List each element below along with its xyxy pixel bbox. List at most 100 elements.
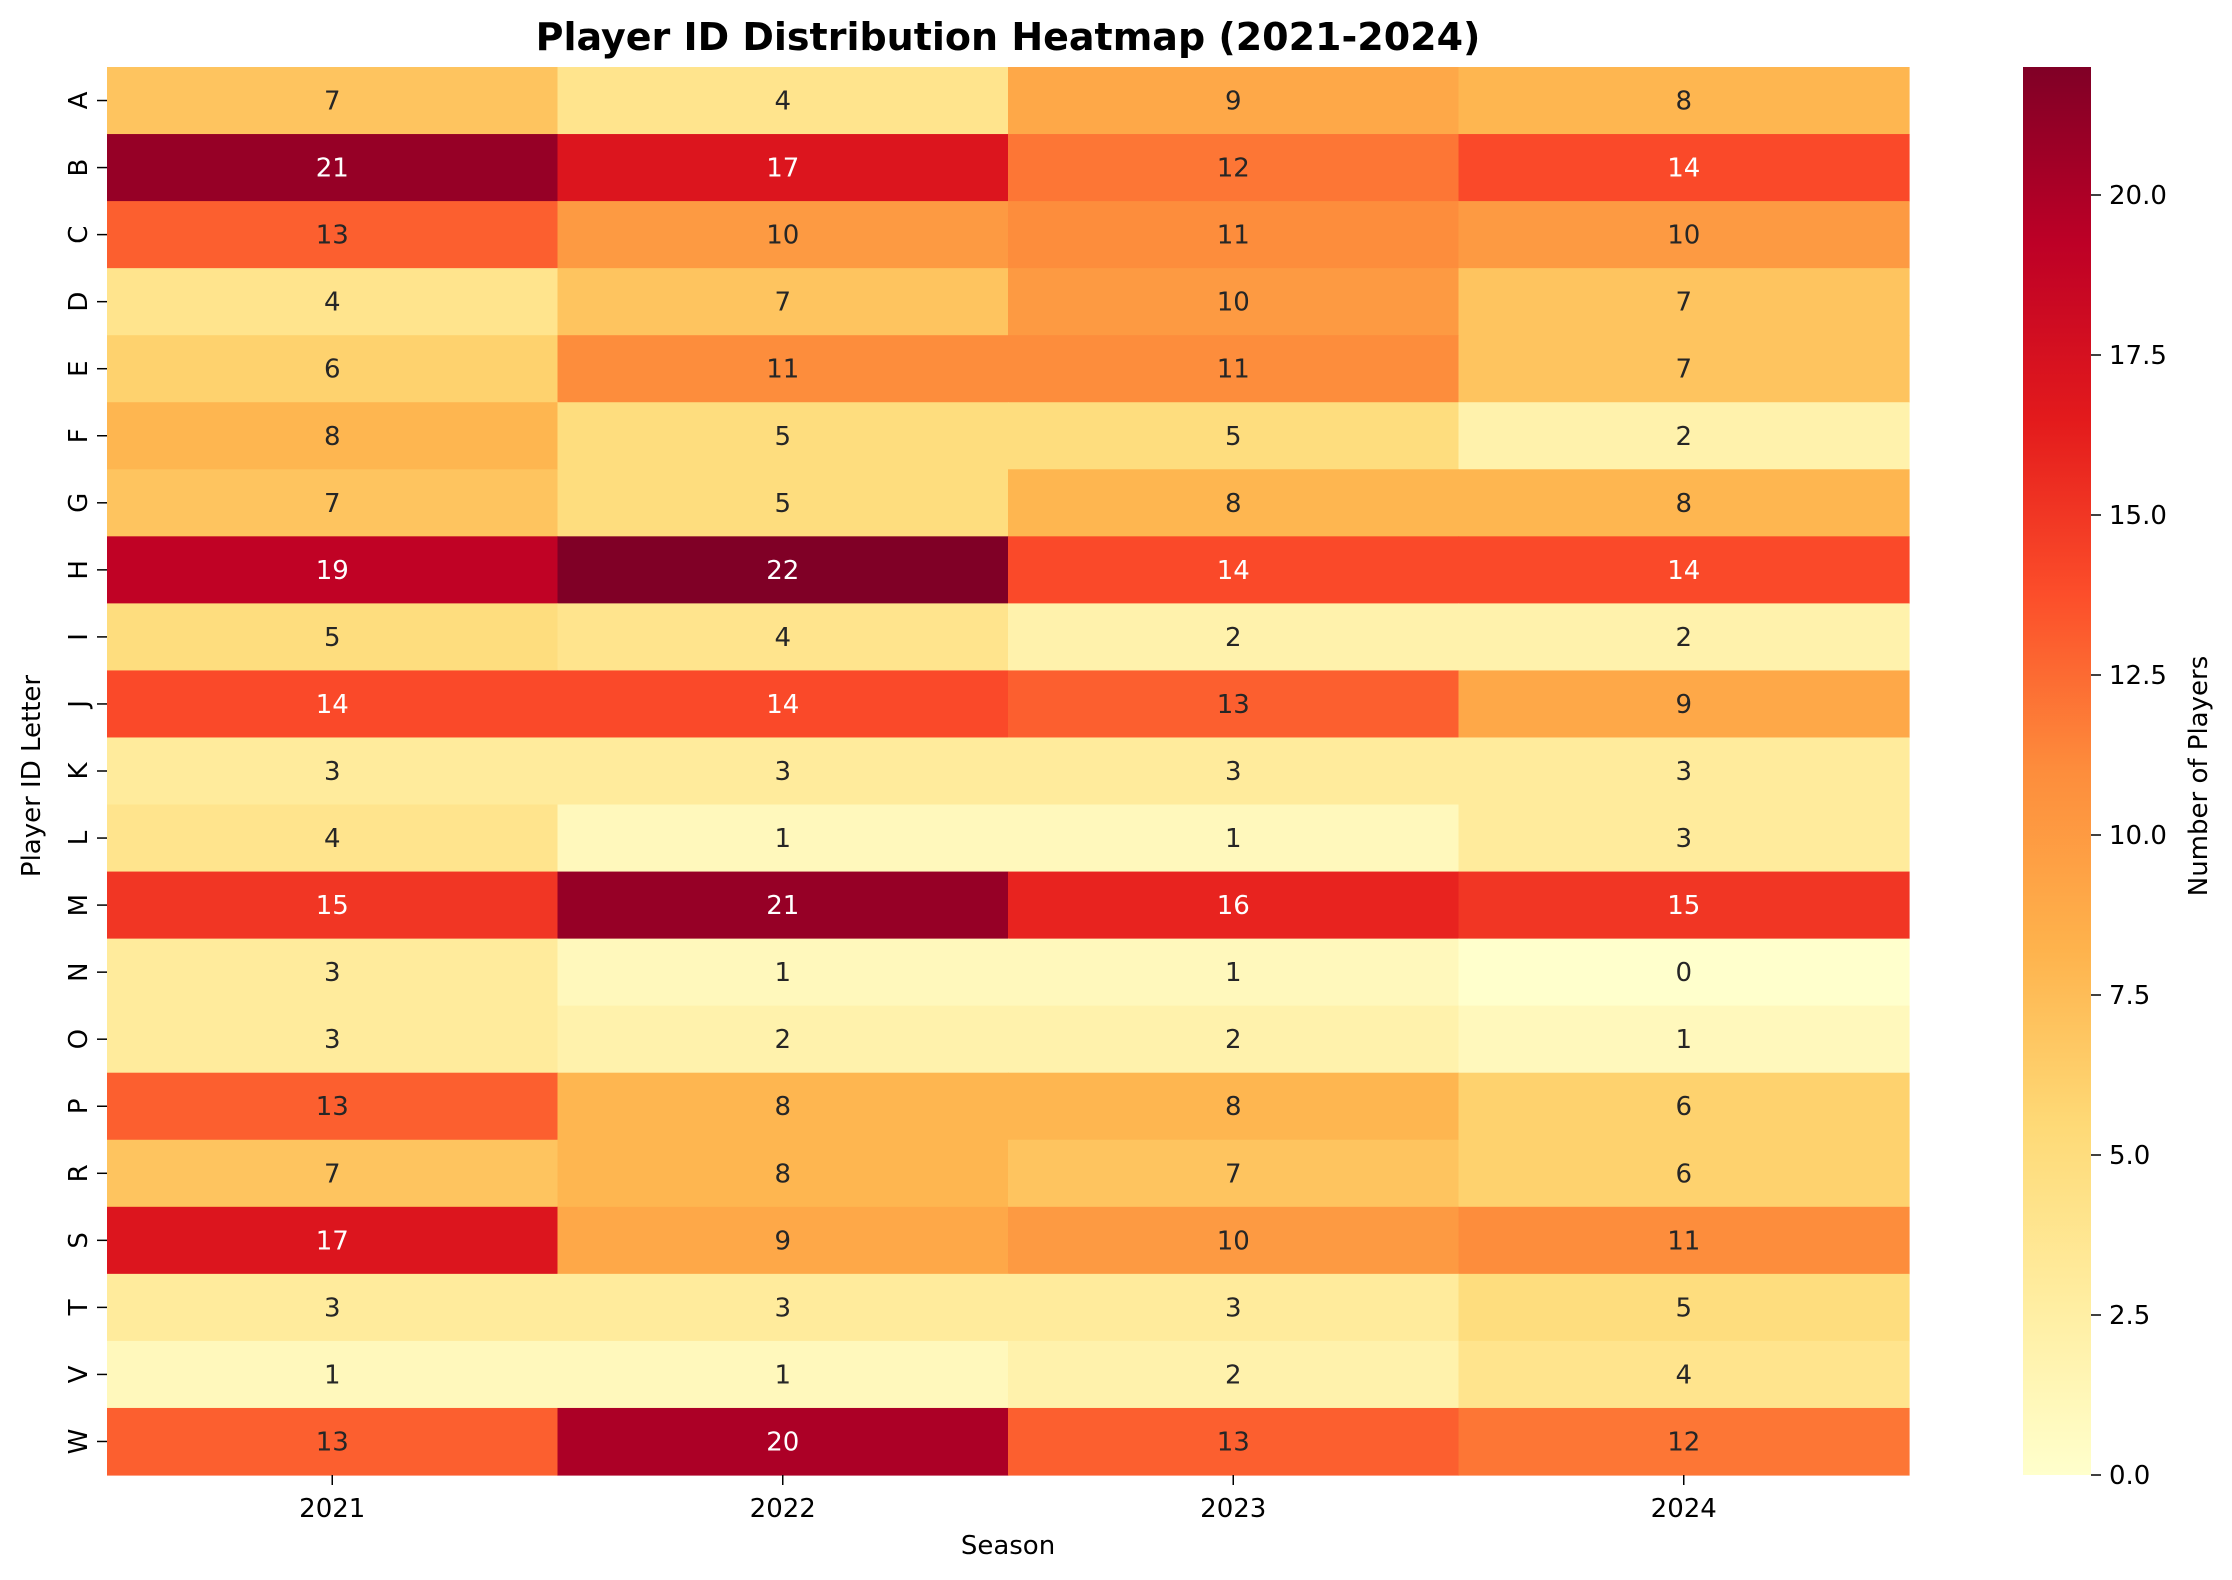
y-tick-label: G	[64, 493, 94, 513]
x-tick-label: 2023	[1200, 1494, 1266, 1524]
heatmap-cell	[1008, 670, 1460, 739]
cell-value-label: 13	[316, 1427, 349, 1457]
cell-value-label: 1	[324, 1360, 341, 1390]
heatmap-cell	[557, 737, 1009, 806]
cell-value-label: 11	[1217, 355, 1250, 385]
heatmap-cell	[1458, 67, 1910, 135]
heatmap-cell	[107, 603, 559, 672]
colorbar-tick-label: 5.0	[2109, 1141, 2150, 1171]
heatmap-cell	[1008, 335, 1460, 403]
heatmap-cell	[1008, 938, 1460, 1007]
heatmap-cell	[107, 402, 559, 470]
cell-value-label: 8	[1225, 1092, 1242, 1122]
cell-value-label: 3	[324, 1025, 341, 1055]
cell-value-label: 3	[1225, 1293, 1242, 1323]
cell-value-label: 8	[324, 422, 341, 452]
cell-value-label: 8	[774, 1092, 791, 1122]
colorbar-tick-label: 20.0	[2109, 181, 2167, 211]
cell-value-label: 0	[1675, 958, 1692, 988]
cell-value-label: 17	[316, 1226, 349, 1256]
cell-value-label: 10	[766, 221, 799, 251]
heatmap-cell	[557, 134, 1009, 202]
heatmap-cell	[557, 268, 1009, 336]
y-tick-label: C	[64, 226, 94, 244]
cell-value-label: 13	[1217, 690, 1250, 720]
cell-value-label: 1	[1225, 824, 1242, 854]
cell-value-label: 8	[774, 1159, 791, 1189]
cell-value-label: 7	[1675, 355, 1692, 385]
heatmap-cell	[107, 536, 559, 604]
heatmap-cell	[557, 804, 1009, 873]
heatmap-cell	[1458, 804, 1910, 873]
heatmap-cell	[1008, 737, 1460, 806]
cell-value-label: 7	[324, 489, 341, 519]
cell-value-label: 13	[1217, 1427, 1250, 1457]
heatmap-cell	[1458, 871, 1910, 940]
heatmap-cell	[107, 804, 559, 873]
y-axis-label: Player ID Letter	[17, 675, 47, 878]
heatmap-cell	[107, 737, 559, 806]
cell-value-label: 9	[1675, 690, 1692, 720]
y-tick-label: T	[64, 1299, 94, 1316]
y-tick-label: R	[64, 1164, 94, 1182]
x-tick-label: 2022	[750, 1494, 816, 1524]
heatmap-cell	[1008, 804, 1460, 873]
cell-value-label: 21	[766, 891, 799, 921]
cell-value-label: 5	[1675, 1293, 1692, 1323]
heatmap-cell	[1458, 1206, 1910, 1275]
colorbar-tick-label: 15.0	[2109, 501, 2167, 531]
heatmap-cell	[557, 1206, 1009, 1275]
y-tick-label: M	[64, 894, 94, 916]
cell-value-label: 20	[766, 1427, 799, 1457]
heatmap-cell	[1458, 670, 1910, 739]
cell-value-label: 6	[324, 355, 341, 385]
heatmap-cell	[107, 1005, 559, 1074]
heatmap-cell	[1458, 1072, 1910, 1141]
cell-value-label: 13	[316, 1092, 349, 1122]
cell-value-label: 8	[1225, 489, 1242, 519]
y-tick-label: J	[64, 700, 94, 710]
heatmap-cell	[107, 1072, 559, 1141]
cell-value-label: 4	[324, 824, 341, 854]
cell-value-label: 2	[1675, 623, 1692, 653]
cell-value-label: 5	[774, 489, 791, 519]
cell-value-label: 8	[1675, 489, 1692, 519]
heatmap-cell	[1008, 536, 1460, 604]
colorbar-tick-label: 12.5	[2109, 661, 2167, 691]
colorbar-label: Number of Players	[2184, 656, 2214, 897]
heatmap-cell	[1458, 402, 1910, 470]
heatmap-cell	[1458, 536, 1910, 604]
cell-value-label: 4	[774, 623, 791, 653]
cell-value-label: 1	[774, 958, 791, 988]
cell-value-label: 12	[1217, 154, 1250, 184]
heatmap-cell	[107, 335, 559, 403]
heatmap-cell	[1458, 603, 1910, 672]
heatmap-cell	[1008, 402, 1460, 470]
heatmap-cell	[1458, 1005, 1910, 1074]
heatmap-cell	[1008, 1072, 1460, 1141]
colorbar-tick-label: 0.0	[2109, 1461, 2150, 1491]
y-tick-label: H	[64, 560, 94, 580]
heatmap-cell	[1458, 1407, 1910, 1476]
cell-value-label: 4	[1675, 1360, 1692, 1390]
cell-value-label: 1	[1675, 1025, 1692, 1055]
cell-value-label: 17	[766, 154, 799, 184]
cell-value-label: 5	[1225, 422, 1242, 452]
heatmap-cell	[107, 469, 559, 537]
heatmap-cell	[1008, 1139, 1460, 1208]
heatmap-cell	[557, 1005, 1009, 1074]
cell-value-label: 13	[316, 221, 349, 251]
heatmap-cell	[557, 201, 1009, 269]
x-axis-label: Season	[961, 1531, 1055, 1561]
heatmap-cell	[557, 1072, 1009, 1141]
cell-value-label: 11	[1217, 221, 1250, 251]
cell-value-label: 14	[1217, 556, 1250, 586]
heatmap-cell	[107, 201, 559, 269]
heatmap-cell	[1458, 134, 1910, 202]
cell-value-label: 5	[774, 422, 791, 452]
heatmap-cell	[1458, 938, 1910, 1007]
y-tick-label: L	[64, 830, 94, 845]
heatmap-cell	[1008, 1407, 1460, 1476]
cell-value-label: 1	[774, 824, 791, 854]
heatmap-cell	[557, 402, 1009, 470]
